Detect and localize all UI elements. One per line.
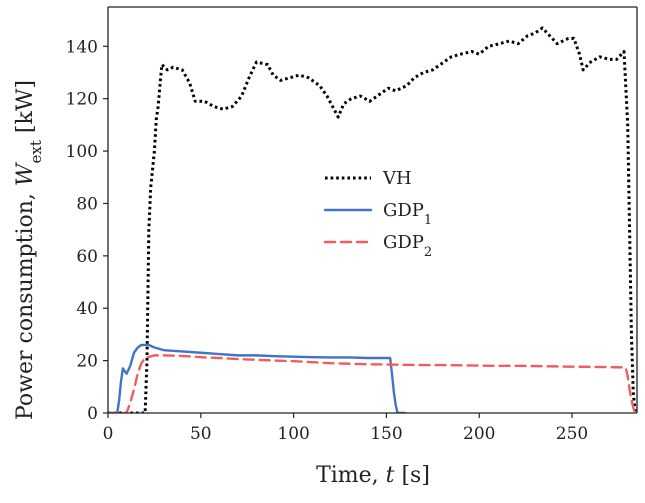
legend-label-3: GDP2 [383, 232, 432, 260]
legend-label-base: GDP [383, 232, 424, 253]
y-axis-title: Power consumption, Wext [kW] [13, 80, 45, 420]
x-tick-label: 50 [190, 424, 212, 444]
y-axis-title-unit: [kW] [13, 80, 38, 140]
legend-label-subscript: 2 [424, 245, 432, 260]
x-tick-label: 0 [103, 424, 114, 444]
legend-label-2: GDP1 [383, 200, 432, 228]
legend-label-1: VH [382, 168, 412, 189]
x-axis-title: Time, t [s] [316, 463, 430, 488]
y-tick-label: 40 [76, 299, 98, 319]
x-axis-title-variable: t [386, 463, 395, 488]
y-tick-label: 20 [76, 352, 98, 372]
series-line-2 [108, 343, 407, 413]
y-axis-title-text: Power consumption, [13, 186, 38, 420]
y-tick-label: 80 [76, 194, 98, 214]
x-tick-label: 100 [277, 424, 309, 444]
series-line-3 [108, 354, 637, 413]
axes-layer [107, 6, 638, 414]
y-axis-title-subscript: ext [27, 140, 45, 163]
y-tick-label: 120 [66, 90, 98, 110]
series-line-1 [108, 26, 637, 413]
x-axis-title-unit: [s] [394, 463, 429, 488]
legend-label-subscript: 1 [424, 213, 432, 228]
legend-label-base: GDP [383, 200, 424, 221]
ticks-layer: 0 50 100 150 200 250 0 20 40 60 80 100 120 140 [66, 37, 589, 444]
x-axis-title-text: Time, [316, 463, 386, 488]
series-layer [108, 26, 637, 413]
y-tick-label: 140 [66, 37, 98, 57]
y-tick-label: 60 [76, 247, 98, 267]
x-tick-label: 250 [556, 424, 588, 444]
y-tick-label: 0 [87, 404, 98, 424]
legend-label-base: VH [382, 168, 412, 189]
y-axis-title-variable: W [13, 161, 38, 186]
y-tick-label: 100 [66, 142, 98, 162]
x-tick-label: 150 [370, 424, 402, 444]
x-tick-label: 200 [463, 424, 495, 444]
